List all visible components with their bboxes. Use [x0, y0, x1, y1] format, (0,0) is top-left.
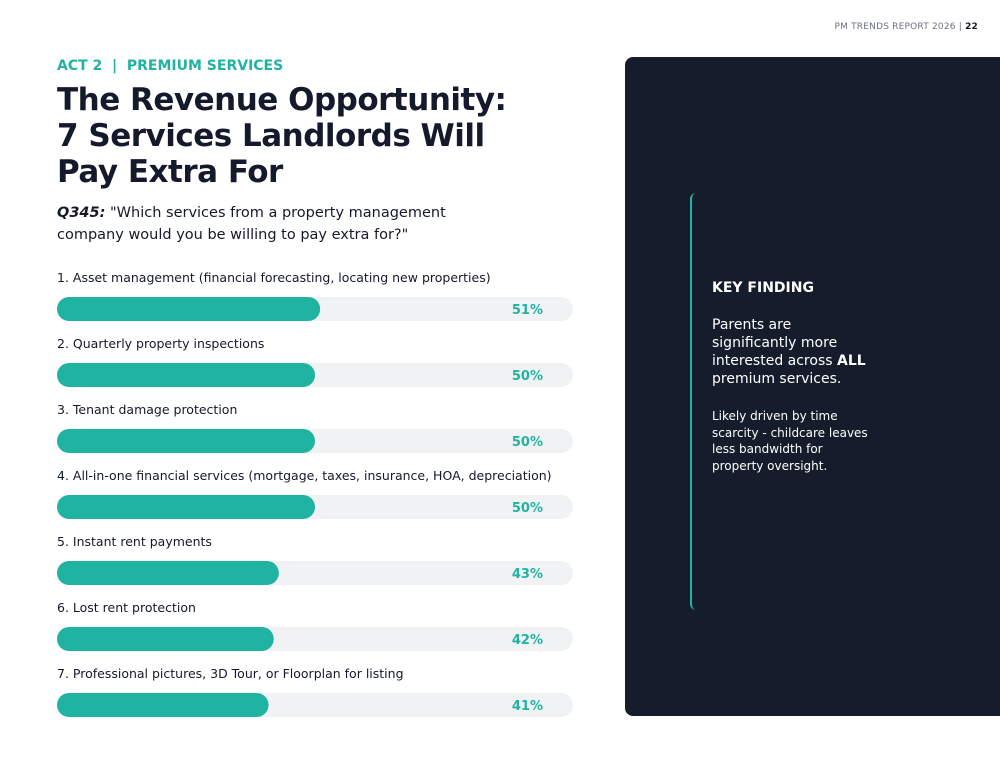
bar-chart: 1. Asset management (financial forecasti…	[57, 270, 573, 717]
category-label: 1. Asset management (financial forecasti…	[57, 270, 491, 285]
bar	[57, 561, 279, 585]
question-label: Q345:	[57, 205, 106, 221]
value-label: 50%	[512, 369, 543, 384]
value-label: 42%	[512, 633, 543, 648]
value-label: 51%	[512, 303, 543, 318]
key-finding-heading: KEY FINDING	[712, 280, 814, 296]
category-label: 4. All-in-one financial services (mortga…	[57, 468, 552, 483]
key-finding-note: Likely driven by time scarcity - childca…	[712, 409, 868, 473]
title-line: Pay Extra For	[57, 154, 283, 190]
category-label: 5. Instant rent payments	[57, 534, 212, 549]
category-label: 7. Professional pictures, 3D Tour, or Fl…	[57, 666, 404, 681]
page-number: 22	[965, 22, 978, 32]
value-label: 43%	[512, 567, 543, 582]
section: PREMIUM SERVICES	[126, 58, 284, 74]
act: ACT 2	[57, 58, 103, 74]
title-line: 7 Services Landlords Will	[57, 118, 485, 154]
accent-line	[690, 193, 696, 610]
category-label: 2. Quarterly property inspections	[57, 336, 264, 351]
bar	[57, 297, 321, 321]
value-label: 41%	[512, 699, 543, 714]
key-finding-panel	[625, 57, 1000, 716]
category-label: 6. Lost rent protection	[57, 600, 196, 615]
category-label: 3. Tenant damage protection	[57, 402, 237, 417]
emphasis: ALL	[837, 353, 866, 369]
key-finding: KEY FINDING Parents are significantly mo…	[712, 280, 872, 474]
text: Parents are significantly more intereste…	[712, 317, 838, 369]
question: Q345: "Which services from a property ma…	[57, 202, 477, 246]
value-label: 50%	[512, 501, 543, 516]
bar	[57, 495, 315, 519]
title-line: The Revenue Opportunity:	[57, 82, 507, 118]
title: The Revenue Opportunity: 7 Services Land…	[57, 82, 507, 190]
eyebrow: ACT 2 | PREMIUM SERVICES	[57, 58, 284, 74]
running-header: PM TRENDS REPORT 2026 | 22	[834, 22, 978, 32]
bar	[57, 627, 274, 651]
text: premium services.	[712, 371, 842, 387]
report-name: PM TRENDS REPORT 2026	[834, 22, 956, 32]
bar	[57, 429, 315, 453]
question-text: "Which services from a property manageme…	[57, 205, 446, 243]
bar	[57, 363, 315, 387]
bar	[57, 693, 269, 717]
key-finding-text: Parents are significantly more intereste…	[712, 316, 872, 388]
value-label: 50%	[512, 435, 543, 450]
